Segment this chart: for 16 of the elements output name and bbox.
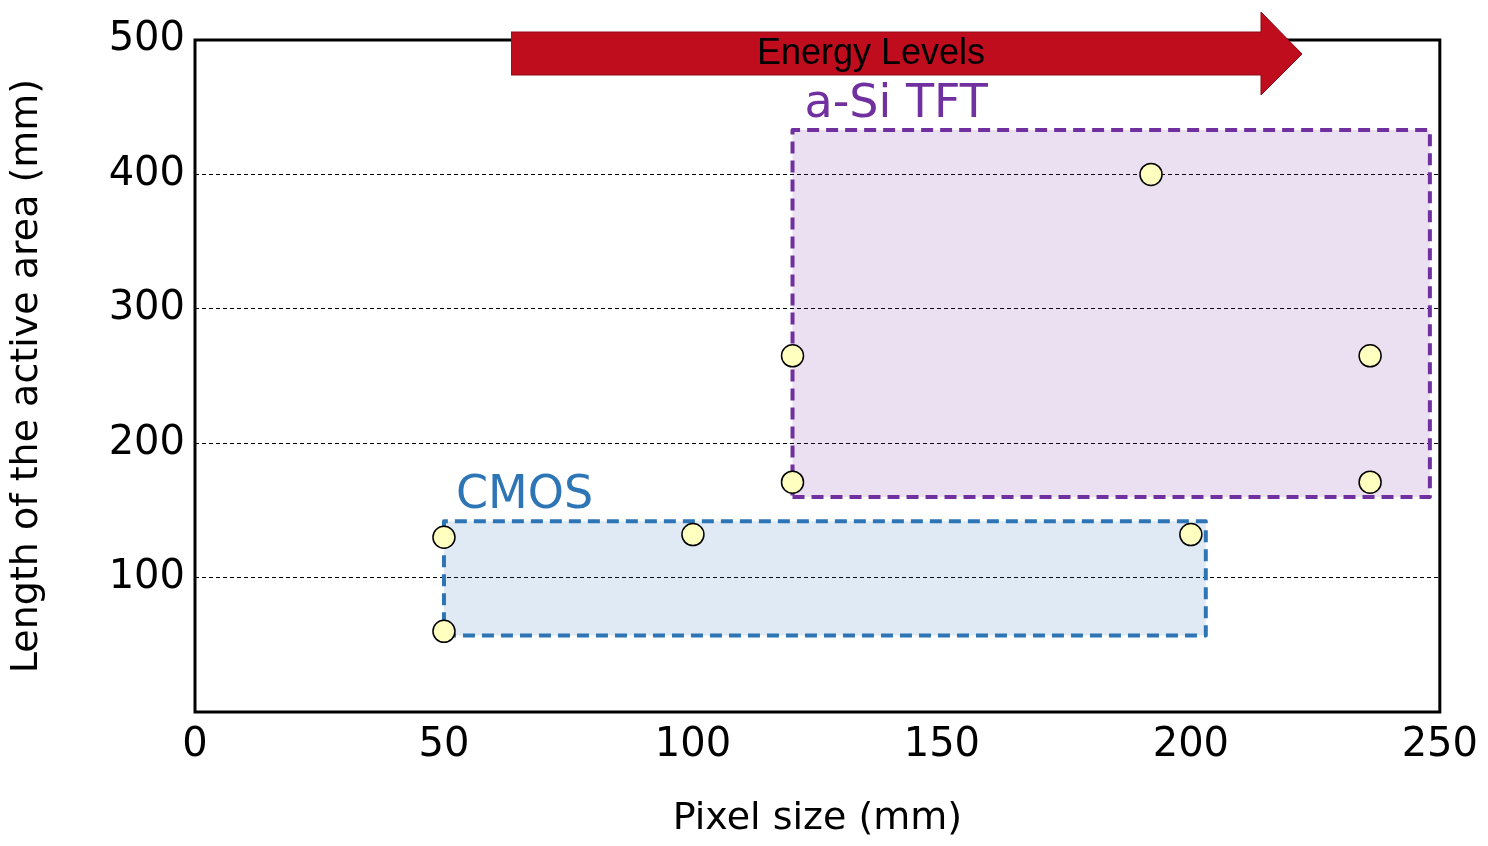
y-tick-label: 100	[108, 550, 185, 597]
annotation: Energy Levels	[755, 31, 987, 72]
x-tick-label: 0	[182, 719, 208, 766]
y-tick-label: 500	[108, 13, 185, 60]
y-tick-label: 400	[108, 147, 185, 194]
x-tick-label: 200	[1152, 719, 1230, 766]
x-tick-label: 50	[418, 719, 470, 766]
x-tick-label: 250	[1401, 719, 1479, 766]
x-tick-label: 150	[903, 719, 981, 766]
x-tick-label: 100	[654, 719, 732, 766]
y-axis-title: Length of the active area (mm)	[1, 78, 46, 674]
y-tick-label: 200	[108, 416, 185, 463]
series-label: CMOS	[455, 465, 594, 520]
y-tick-label: 300	[108, 282, 185, 329]
x-axis-title: Pixel size (mm)	[672, 794, 963, 839]
series-label: a-Si TFT	[804, 74, 989, 128]
